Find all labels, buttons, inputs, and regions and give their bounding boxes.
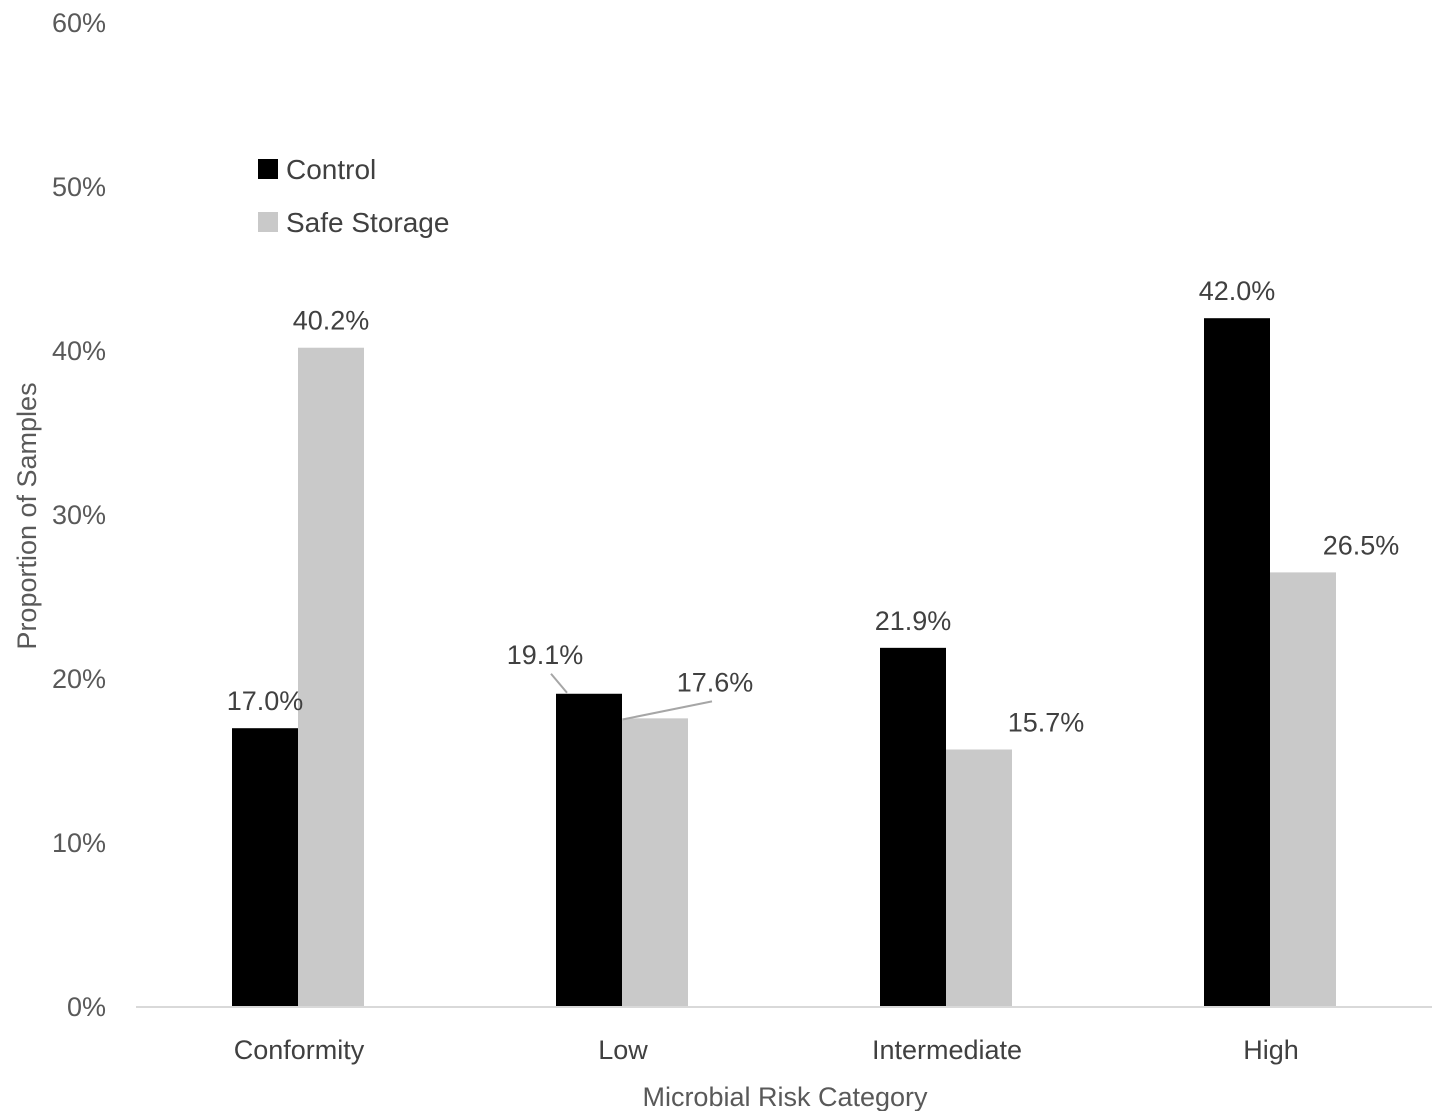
bar-safe-storage-conformity	[298, 347, 364, 1008]
bar-control-intermediate	[880, 647, 946, 1007]
leader-line	[550, 673, 568, 694]
data-label: 40.2%	[293, 306, 370, 336]
legend-swatch	[258, 212, 278, 232]
data-label: 17.0%	[227, 686, 304, 716]
data-label: 21.9%	[875, 606, 952, 636]
x-category-label: Low	[598, 1035, 648, 1065]
bar-safe-storage-low	[622, 718, 688, 1007]
bar-safe-storage-high	[1270, 572, 1336, 1007]
y-tick-label: 40%	[52, 336, 106, 366]
bars	[232, 318, 1336, 1008]
y-tick-label: 60%	[52, 8, 106, 38]
data-label: 17.6%	[677, 667, 754, 697]
data-label: 19.1%	[507, 640, 584, 670]
x-category-label: Conformity	[234, 1035, 365, 1065]
legend: Control Safe Storage	[258, 154, 449, 238]
leader-line	[622, 700, 713, 721]
data-label: 26.5%	[1323, 530, 1400, 560]
bar-safe-storage-intermediate	[946, 749, 1012, 1007]
data-label: 42.0%	[1199, 276, 1276, 306]
legend-label: Control	[286, 154, 376, 185]
y-tick-label: 0%	[67, 992, 106, 1022]
y-tick-label: 20%	[52, 664, 106, 694]
x-axis-title: Microbial Risk Category	[642, 1082, 928, 1111]
y-axis-ticks: 0% 10% 20% 30% 40% 50% 60%	[52, 8, 106, 1022]
x-category-label: Intermediate	[872, 1035, 1022, 1065]
data-labels: 17.0% 19.1% 21.9% 42.0% 40.2% 17.6% 15.7% 26.5%	[227, 276, 1400, 737]
y-tick-label: 10%	[52, 828, 106, 858]
y-tick-label: 50%	[52, 172, 106, 202]
y-tick-label: 30%	[52, 500, 106, 530]
x-axis-category-labels: Conformity Low Intermediate High	[234, 1035, 1299, 1065]
data-label: 15.7%	[1008, 708, 1085, 738]
data-label-leader-lines	[550, 673, 713, 721]
y-axis-title: Proportion of Samples	[12, 382, 42, 649]
bar-control-conformity	[232, 728, 298, 1007]
x-category-label: High	[1243, 1035, 1299, 1065]
bar-control-high	[1204, 318, 1270, 1007]
legend-label: Safe Storage	[286, 207, 449, 238]
bar-control-low	[556, 693, 622, 1007]
legend-swatch	[258, 159, 278, 179]
